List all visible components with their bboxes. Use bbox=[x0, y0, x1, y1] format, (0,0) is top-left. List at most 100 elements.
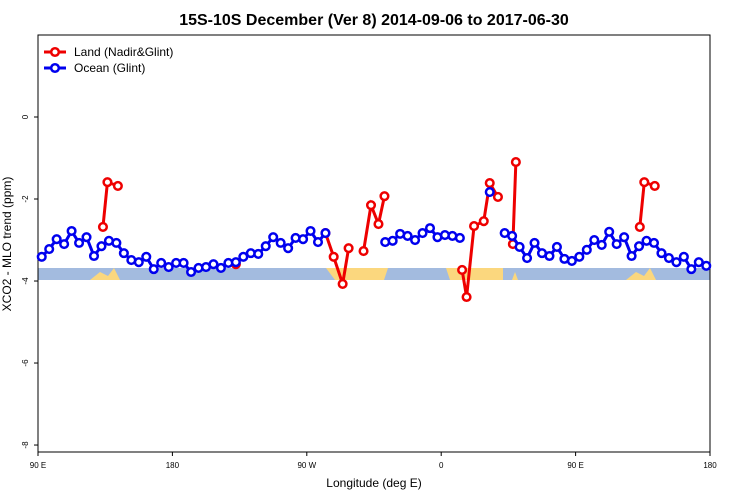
point bbox=[96, 241, 107, 252]
point bbox=[686, 264, 697, 275]
point bbox=[611, 239, 622, 250]
legend-label: Land (Nadir&Glint) bbox=[74, 45, 173, 59]
land-patch bbox=[90, 268, 120, 280]
land-patch bbox=[626, 268, 656, 280]
point bbox=[238, 251, 249, 262]
point bbox=[59, 239, 70, 250]
point bbox=[328, 251, 339, 262]
point bbox=[156, 257, 167, 269]
point bbox=[457, 264, 468, 275]
point bbox=[343, 243, 354, 254]
chart-title: 15S-10S December (Ver 8) 2014-09-06 to 2… bbox=[179, 12, 569, 29]
point bbox=[268, 232, 279, 243]
point bbox=[358, 246, 369, 257]
point bbox=[305, 225, 316, 237]
point bbox=[97, 221, 109, 232]
point bbox=[36, 251, 47, 262]
point bbox=[507, 230, 518, 241]
point bbox=[365, 200, 377, 211]
legend-label: Ocean (Glint) bbox=[74, 61, 145, 75]
surface-band bbox=[38, 268, 710, 280]
point bbox=[148, 264, 159, 275]
point bbox=[484, 186, 495, 198]
point bbox=[410, 234, 421, 246]
point bbox=[298, 234, 309, 245]
point bbox=[544, 250, 555, 262]
series bbox=[97, 157, 660, 303]
point bbox=[701, 260, 712, 271]
y-axis-label: XCO2 - MLO trend (ppm) bbox=[0, 177, 14, 312]
point bbox=[656, 248, 667, 259]
point bbox=[417, 227, 428, 239]
point bbox=[253, 248, 264, 260]
x-tick-label: 180 bbox=[703, 461, 717, 470]
point bbox=[88, 250, 100, 262]
point bbox=[469, 221, 480, 232]
point bbox=[260, 241, 271, 252]
x-tick-label: 90 E bbox=[567, 461, 583, 470]
point bbox=[178, 257, 189, 269]
x-tick-label: 0 bbox=[439, 461, 444, 470]
point bbox=[44, 243, 55, 255]
point bbox=[163, 262, 174, 273]
point bbox=[74, 237, 85, 248]
point bbox=[112, 180, 123, 191]
point bbox=[51, 234, 62, 245]
point bbox=[275, 237, 286, 248]
x-axis-label: Longitude (deg E) bbox=[326, 476, 421, 490]
point bbox=[454, 232, 465, 244]
point bbox=[373, 218, 384, 230]
point bbox=[379, 191, 390, 202]
point bbox=[133, 257, 144, 268]
point bbox=[320, 227, 331, 239]
point bbox=[671, 257, 682, 268]
point bbox=[581, 244, 592, 255]
legend-marker bbox=[49, 46, 61, 58]
point bbox=[461, 291, 472, 303]
point bbox=[522, 253, 533, 264]
point bbox=[693, 257, 704, 268]
point bbox=[230, 257, 241, 268]
point bbox=[81, 232, 92, 243]
point bbox=[551, 241, 562, 253]
point bbox=[626, 250, 637, 262]
point bbox=[312, 237, 324, 248]
point bbox=[111, 237, 122, 248]
y-tick-label: -8 bbox=[21, 441, 30, 449]
y-tick-label: -6 bbox=[21, 359, 30, 367]
point bbox=[337, 278, 348, 289]
point bbox=[402, 230, 413, 241]
land-patch bbox=[512, 272, 518, 280]
point bbox=[514, 241, 525, 253]
point bbox=[639, 177, 650, 188]
point bbox=[619, 232, 630, 243]
point bbox=[208, 259, 219, 270]
land-patch bbox=[446, 268, 503, 280]
point bbox=[596, 239, 607, 250]
point bbox=[678, 251, 689, 262]
point bbox=[589, 234, 600, 246]
point bbox=[186, 266, 197, 278]
point bbox=[141, 251, 152, 262]
series bbox=[36, 186, 712, 278]
point bbox=[478, 216, 489, 227]
y-tick-label: -2 bbox=[21, 195, 30, 203]
point bbox=[529, 237, 540, 248]
point bbox=[102, 177, 113, 188]
point bbox=[566, 255, 577, 266]
y-tick-label: -4 bbox=[21, 277, 30, 285]
point bbox=[634, 241, 645, 252]
x-tick-label: 90 W bbox=[297, 461, 316, 470]
point bbox=[66, 225, 77, 237]
point bbox=[484, 177, 495, 189]
point bbox=[492, 191, 503, 203]
point bbox=[663, 253, 674, 264]
point bbox=[604, 226, 615, 237]
point bbox=[510, 157, 521, 168]
point bbox=[649, 180, 660, 191]
y-tick-label: 0 bbox=[21, 114, 30, 119]
land-patch bbox=[326, 268, 388, 280]
point bbox=[574, 251, 585, 262]
point bbox=[118, 248, 129, 259]
